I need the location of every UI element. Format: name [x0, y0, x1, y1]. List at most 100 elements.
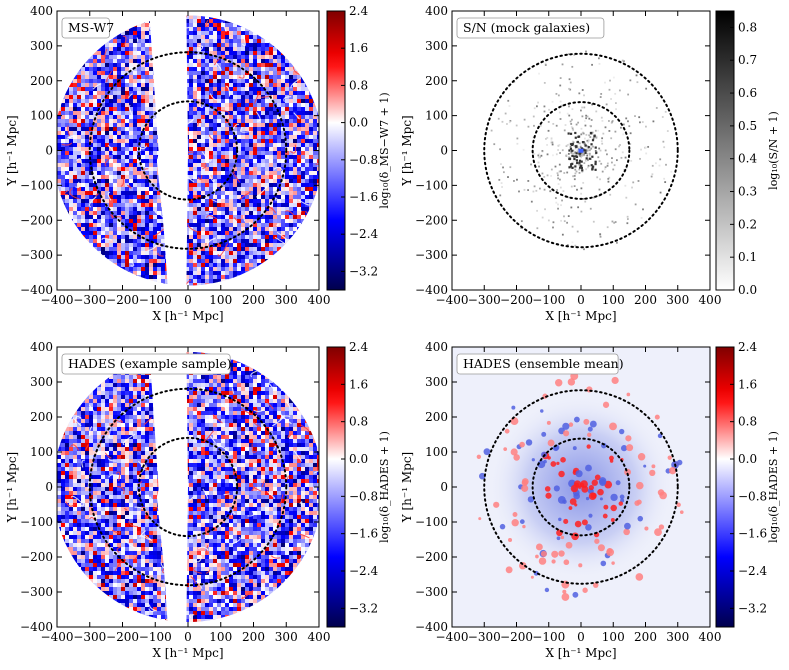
x-axis-label: X [h⁻¹ Mpc]: [545, 646, 616, 660]
y-axis-label: Y [h⁻¹ Mpc]: [400, 115, 414, 186]
y-tick-label: −400: [20, 620, 53, 634]
panel-title: HADES (example sample): [68, 356, 232, 371]
colorbar-tick-label: 2.4: [349, 4, 368, 18]
colorbar-tick-label: 2.4: [738, 340, 757, 354]
colorbar-label: log₁₀(δ_HADES + 1): [378, 431, 391, 543]
x-axis-label: X [h⁻¹ Mpc]: [545, 309, 616, 323]
y-tick-label: 300: [425, 375, 448, 389]
y-tick-label: −200: [415, 213, 448, 227]
colorbar: [715, 10, 735, 291]
colorbar-tick-label: 0.6: [738, 86, 757, 100]
colorbar-tick-label: 0.2: [738, 217, 757, 231]
x-tick-label: 100: [602, 630, 625, 644]
y-tick-label: −200: [415, 550, 448, 564]
x-tick-label: 0: [184, 293, 192, 307]
colorbar-tick-label: −0.8: [349, 153, 378, 167]
x-tick-label: −400: [41, 630, 74, 644]
colorbar-tick-label: 0.5: [738, 119, 757, 133]
y-axis-label: Y [h⁻¹ Mpc]: [400, 452, 414, 523]
x-tick-label: −200: [500, 293, 533, 307]
y-tick-label: 100: [30, 445, 53, 459]
colorbar-label: log₁₀(δ_HADES + 1): [767, 431, 780, 543]
colorbar-tick-label: 0.7: [738, 53, 757, 67]
panel-3: −400 −300 −200 −100 0 100 200 300 400−400−300−20…: [5, 340, 391, 660]
colorbar-tick-label: 1.6: [349, 41, 368, 55]
y-tick-label: −200: [20, 213, 53, 227]
x-tick-label: 400: [699, 293, 722, 307]
colorbar-tick-label: 2.4: [349, 340, 368, 354]
density-field: [57, 347, 319, 627]
x-tick-label: 200: [634, 630, 657, 644]
y-tick-label: −400: [415, 283, 448, 297]
x-tick-label: 200: [242, 630, 265, 644]
y-tick-label: −100: [20, 515, 53, 529]
y-tick-label: −300: [415, 248, 448, 262]
colorbar-label: log₁₀(S/N + 1): [767, 111, 780, 190]
x-tick-label: 300: [275, 293, 298, 307]
radius-circle-150: [531, 437, 631, 537]
x-tick-label: −100: [532, 630, 565, 644]
y-tick-label: −400: [20, 283, 53, 297]
colorbar-tick-label: −3.2: [738, 601, 767, 615]
x-tick-label: 0: [577, 630, 585, 644]
y-axis-label: Y [h⁻¹ Mpc]: [5, 115, 19, 186]
colorbar-tick-label: −0.8: [738, 489, 767, 503]
radius-circle-150: [531, 101, 631, 200]
x-tick-label: −400: [436, 293, 469, 307]
colorbar-tick-label: −0.8: [349, 489, 378, 503]
colorbar-tick-label: −1.6: [349, 190, 378, 204]
colorbar-tick-label: 0.0: [738, 452, 757, 466]
x-tick-label: 0: [577, 293, 585, 307]
colorbar: [326, 10, 346, 291]
colorbar-tick-label: −2.4: [349, 227, 379, 241]
colorbar-tick-label: 0.0: [349, 452, 368, 466]
x-tick-label: 100: [602, 293, 625, 307]
x-tick-label: 300: [666, 630, 689, 644]
colorbar-tick-label: −1.6: [349, 527, 378, 541]
x-axis-label: X [h⁻¹ Mpc]: [152, 646, 223, 660]
density-field: [490, 50, 673, 251]
colorbar-tick-label: 1.6: [349, 377, 368, 391]
panel-2: −400 −300 −200 −100 0 100 200 300 400−400−300−20…: [400, 4, 780, 323]
panel-title: S/N (mock galaxies): [463, 20, 590, 35]
radius-circle-150: [137, 436, 239, 538]
colorbar-tick-label: 0.3: [738, 185, 757, 199]
y-tick-label: 0: [440, 480, 448, 494]
y-tick-label: 200: [30, 74, 53, 88]
colorbar-tick-label: 0.0: [349, 116, 368, 130]
x-tick-label: −300: [468, 630, 501, 644]
y-tick-label: 400: [425, 340, 448, 354]
y-axis-label: Y [h⁻¹ Mpc]: [5, 452, 19, 523]
radius-circle-300: [483, 52, 679, 249]
y-tick-label: 300: [30, 39, 53, 53]
colorbar-label: log₁₀(δ_MS−W7 + 1): [378, 92, 391, 208]
y-tick-label: −300: [20, 585, 53, 599]
y-tick-label: −100: [415, 515, 448, 529]
y-tick-label: 200: [425, 410, 448, 424]
x-tick-label: −200: [106, 630, 139, 644]
colorbar-tick-label: 0.0: [738, 283, 757, 297]
colorbar-tick-label: −2.4: [349, 564, 379, 578]
y-tick-label: 300: [30, 375, 53, 389]
colorbar-tick-label: 0.8: [738, 20, 757, 34]
x-tick-label: −300: [73, 293, 106, 307]
y-tick-label: 0: [45, 144, 53, 158]
x-tick-label: 400: [699, 630, 722, 644]
x-tick-label: −200: [500, 630, 533, 644]
density-field: [57, 11, 319, 290]
x-tick-label: 0: [184, 630, 192, 644]
x-tick-label: 400: [308, 293, 331, 307]
colorbar-tick-label: −3.2: [349, 264, 378, 278]
y-tick-label: 100: [425, 109, 448, 123]
radius-circle-300: [88, 51, 288, 250]
colorbar: [326, 346, 346, 628]
y-tick-label: −400: [415, 620, 448, 634]
y-tick-label: 400: [425, 4, 448, 18]
y-tick-label: 400: [30, 4, 53, 18]
x-tick-label: −100: [139, 630, 172, 644]
x-tick-label: −100: [139, 293, 172, 307]
x-tick-label: −200: [106, 293, 139, 307]
x-tick-label: 100: [209, 630, 232, 644]
y-tick-label: −200: [20, 550, 53, 564]
